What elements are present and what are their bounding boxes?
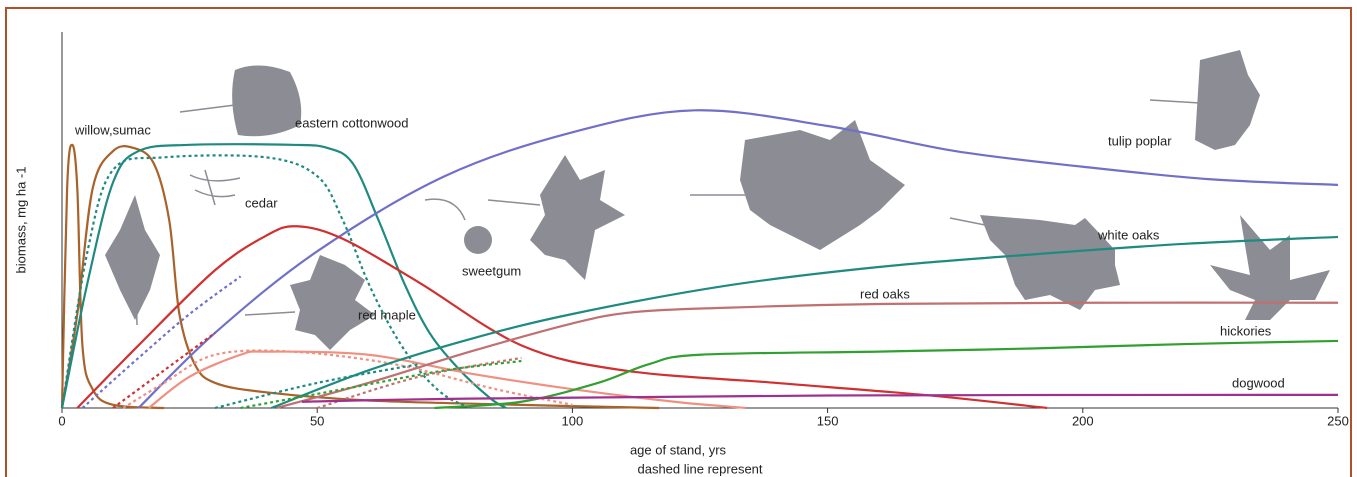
annotation: willow,sumac bbox=[74, 122, 151, 137]
x-tick-label: 100 bbox=[562, 413, 584, 428]
x-axis-note: dashed line represent bbox=[637, 461, 762, 476]
x-axis-label: age of stand, yrs bbox=[630, 442, 727, 457]
annotation: tulip poplar bbox=[1108, 133, 1172, 148]
annotation: red oaks bbox=[860, 286, 910, 301]
annotation: sweetgum bbox=[462, 263, 521, 278]
page: {"chart_data": {"type": "line", "x_label… bbox=[0, 0, 1357, 477]
x-tick-label: 200 bbox=[1072, 413, 1094, 428]
x-tick-label: 50 bbox=[310, 413, 324, 428]
annotation: white oaks bbox=[1097, 227, 1160, 242]
annotation: hickories bbox=[1220, 323, 1272, 338]
annotation: cedar bbox=[245, 195, 278, 210]
x-tick-label: 250 bbox=[1327, 413, 1349, 428]
x-tick-label: 0 bbox=[58, 413, 65, 428]
annotation: dogwood bbox=[1232, 375, 1285, 390]
frame bbox=[6, 8, 1351, 477]
x-tick-label: 150 bbox=[817, 413, 839, 428]
chart: age of stand, yrs dashed line represent … bbox=[0, 0, 1357, 477]
annotation: eastern cottonwood bbox=[295, 115, 408, 130]
annotation: red maple bbox=[358, 307, 416, 322]
y-axis-label: biomass, mg ha -1 bbox=[13, 167, 28, 274]
